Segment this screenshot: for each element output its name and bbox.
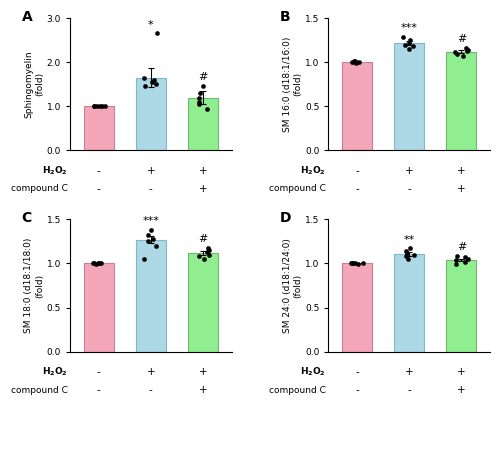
Text: $\mathbf{H_2O_2}$: $\mathbf{H_2O_2}$ [42,366,68,378]
Point [200,255,207,262]
Point [354,59,362,66]
Bar [394,254,424,352]
Text: -: - [408,385,411,395]
Point [459,52,467,60]
Point [404,249,411,257]
Bar [342,263,372,352]
Point [194,253,202,260]
Y-axis label: Sphingomyelin
(fold): Sphingomyelin (fold) [24,51,44,118]
Text: *: * [148,19,154,29]
Point [462,258,469,265]
Y-axis label: SM 16:0 (d18:1/16:0)
(fold): SM 16:0 (d18:1/16:0) (fold) [283,37,302,132]
Point [464,255,472,262]
Bar [394,43,424,151]
Point [348,260,356,267]
Point [350,58,358,65]
Point [406,245,414,252]
Point [90,103,98,110]
Point [94,260,102,267]
Text: A: A [22,10,32,24]
Text: -: - [355,367,359,377]
Text: compound C: compound C [269,184,326,193]
Point [96,103,104,110]
Point [354,261,362,268]
Bar [136,239,166,352]
Point [90,259,98,266]
Text: +: + [457,367,466,377]
Text: -: - [408,184,411,194]
Point [348,59,356,66]
Point [401,41,409,48]
Bar [84,106,114,151]
Point [454,252,462,259]
Point [205,251,213,258]
Text: $\mathbf{H_2O_2}$: $\mathbf{H_2O_2}$ [300,366,326,378]
Point [452,256,460,263]
Point [204,105,212,112]
Point [204,244,212,251]
Point [98,103,106,110]
Text: C: C [22,212,32,226]
Text: $\mathbf{H_2O_2}$: $\mathbf{H_2O_2}$ [42,165,68,177]
Text: B: B [280,10,290,24]
Y-axis label: SM 18:0 (d18:1/18:0)
(fold): SM 18:0 (d18:1/18:0) (fold) [24,238,44,333]
Point [93,103,101,110]
Point [350,59,358,66]
Point [406,37,414,44]
Point [359,260,367,267]
Point [452,49,460,56]
Point [150,76,158,83]
Text: compound C: compound C [10,386,68,395]
Point [464,47,471,54]
Bar [342,62,372,151]
Text: compound C: compound C [269,386,326,395]
Point [153,30,161,37]
Point [141,83,149,90]
Text: +: + [457,166,466,176]
Bar [446,260,476,352]
Point [349,260,357,267]
Text: D: D [280,212,291,226]
Point [409,43,417,50]
Bar [84,263,114,352]
Point [90,102,98,110]
Bar [446,51,476,151]
Point [404,46,412,53]
Point [140,74,148,81]
Text: +: + [457,184,466,194]
Point [453,51,461,58]
Point [89,260,97,267]
Bar [188,253,218,352]
Text: #: # [456,242,466,252]
Point [194,94,202,101]
Text: -: - [97,184,100,194]
Text: +: + [457,385,466,395]
Point [195,101,203,108]
Point [196,89,204,97]
Point [462,45,469,52]
Point [205,247,213,254]
Point [352,58,360,65]
Text: ***: *** [142,216,159,226]
Point [461,254,469,261]
Text: +: + [146,367,155,377]
Point [94,259,102,266]
Text: -: - [149,385,152,395]
Text: +: + [198,385,207,395]
Text: #: # [198,73,207,83]
Point [148,78,156,86]
Text: +: + [405,166,413,176]
Point [347,259,355,266]
Point [406,39,413,46]
Bar [136,78,166,151]
Point [152,81,160,88]
Text: -: - [97,385,100,395]
Point [144,232,152,239]
Text: $\mathbf{H_2O_2}$: $\mathbf{H_2O_2}$ [300,165,326,177]
Point [352,60,360,67]
Point [101,103,109,110]
Text: -: - [97,166,100,176]
Text: #: # [198,234,207,244]
Text: #: # [456,34,466,44]
Text: +: + [146,166,155,176]
